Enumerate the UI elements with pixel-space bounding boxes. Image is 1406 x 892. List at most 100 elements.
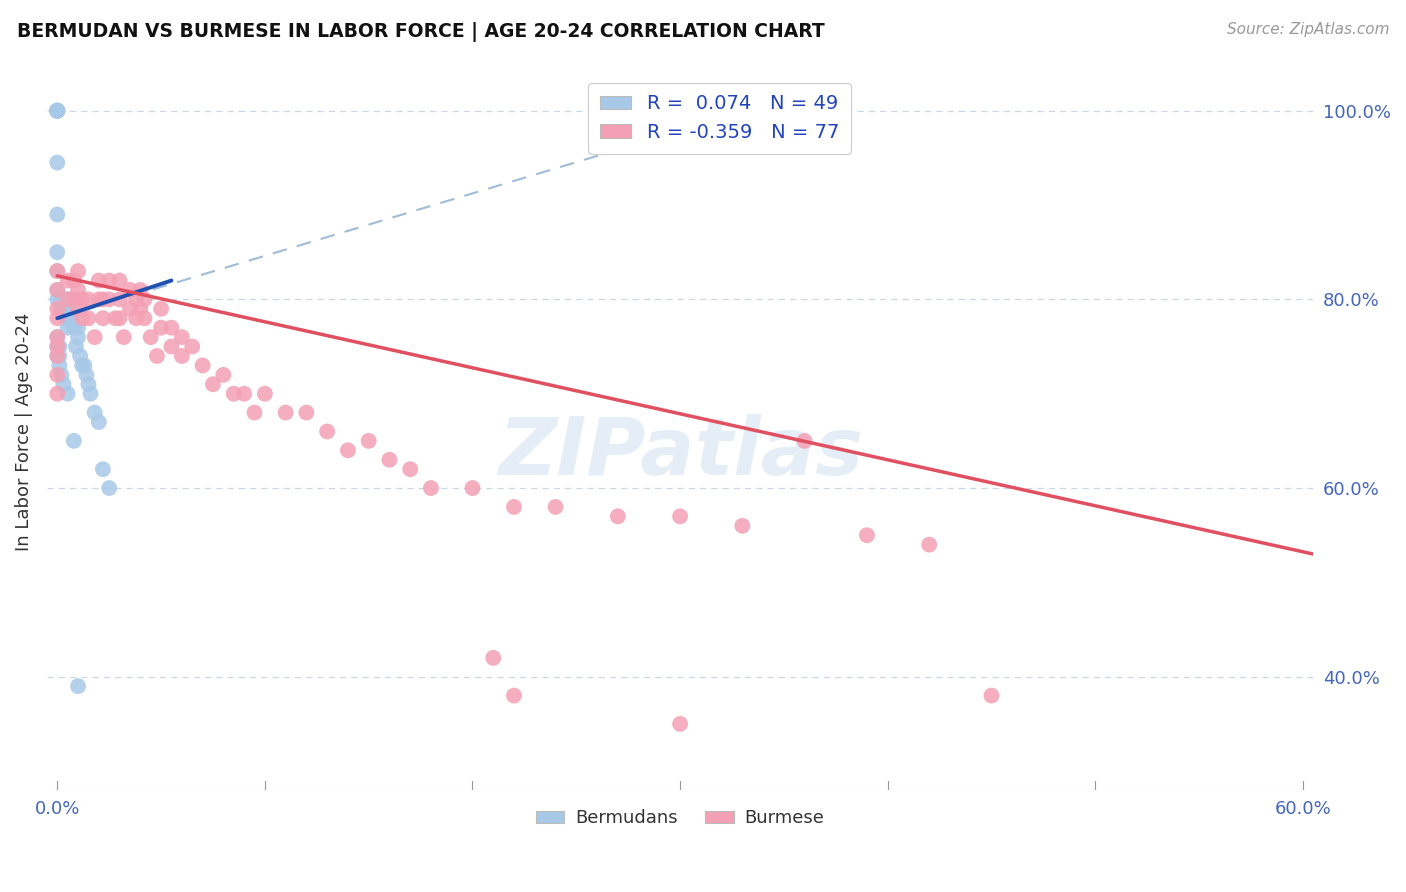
Point <box>46 368 69 382</box>
Point <box>793 434 815 448</box>
Point <box>46 349 69 363</box>
Point <box>108 311 131 326</box>
Legend: Bermudans, Burmese: Bermudans, Burmese <box>529 802 832 835</box>
Point <box>46 103 69 118</box>
Point <box>336 443 359 458</box>
Point <box>91 293 114 307</box>
Point <box>77 293 100 307</box>
Point <box>48 340 70 354</box>
Point <box>378 452 401 467</box>
Point <box>399 462 422 476</box>
Point <box>87 273 110 287</box>
Point <box>295 406 318 420</box>
Point <box>170 349 193 363</box>
Point <box>357 434 380 448</box>
Point <box>134 293 156 307</box>
Point <box>139 330 162 344</box>
Point <box>233 386 256 401</box>
Point <box>918 538 941 552</box>
Point <box>59 293 82 307</box>
Point <box>79 386 101 401</box>
Point <box>56 293 79 307</box>
Point <box>46 155 69 169</box>
Point <box>46 330 69 344</box>
Point <box>160 320 183 334</box>
Point <box>503 500 526 514</box>
Point <box>46 103 69 118</box>
Point <box>134 311 156 326</box>
Point <box>70 359 93 373</box>
Point <box>170 330 193 344</box>
Point <box>125 311 148 326</box>
Point <box>980 689 1002 703</box>
Point <box>98 273 121 287</box>
Point <box>125 293 148 307</box>
Point <box>46 103 69 118</box>
Point <box>46 283 69 297</box>
Point <box>731 518 754 533</box>
Point <box>212 368 235 382</box>
Point <box>56 311 79 326</box>
Point <box>118 301 141 316</box>
Point <box>77 311 100 326</box>
Point <box>46 283 69 297</box>
Point <box>46 245 69 260</box>
Point <box>108 273 131 287</box>
Point <box>669 509 692 524</box>
Point <box>146 349 169 363</box>
Point <box>606 509 628 524</box>
Point <box>856 528 879 542</box>
Point <box>222 386 245 401</box>
Point <box>66 330 89 344</box>
Point <box>46 103 69 118</box>
Point <box>48 359 70 373</box>
Point <box>129 301 152 316</box>
Point <box>274 406 297 420</box>
Point <box>65 340 87 354</box>
Point <box>91 462 114 476</box>
Point <box>56 311 79 326</box>
Point <box>70 311 93 326</box>
Point <box>46 340 69 354</box>
Point <box>63 273 86 287</box>
Point <box>52 293 75 307</box>
Point <box>83 330 105 344</box>
Point <box>46 264 69 278</box>
Point <box>482 650 505 665</box>
Point <box>201 377 224 392</box>
Point <box>52 377 75 392</box>
Point <box>56 320 79 334</box>
Point <box>60 311 83 326</box>
Point <box>104 311 127 326</box>
Point <box>56 386 79 401</box>
Point <box>503 689 526 703</box>
Point <box>46 349 69 363</box>
Point <box>70 293 93 307</box>
Point <box>83 406 105 420</box>
Point <box>46 207 69 221</box>
Point <box>46 330 69 344</box>
Point <box>129 283 152 297</box>
Point <box>46 340 69 354</box>
Point <box>112 330 135 344</box>
Point <box>59 301 82 316</box>
Point <box>46 103 69 118</box>
Point <box>87 415 110 429</box>
Point <box>48 349 70 363</box>
Point <box>243 406 266 420</box>
Point <box>51 368 73 382</box>
Point <box>46 264 69 278</box>
Point <box>46 103 69 118</box>
Point <box>316 425 339 439</box>
Point <box>55 301 77 316</box>
Point <box>73 359 96 373</box>
Text: BERMUDAN VS BURMESE IN LABOR FORCE | AGE 20-24 CORRELATION CHART: BERMUDAN VS BURMESE IN LABOR FORCE | AGE… <box>17 22 825 42</box>
Point <box>75 368 97 382</box>
Point <box>91 311 114 326</box>
Point <box>63 293 86 307</box>
Point <box>63 434 86 448</box>
Point <box>118 283 141 297</box>
Point <box>160 340 183 354</box>
Point <box>98 293 121 307</box>
Point <box>63 320 86 334</box>
